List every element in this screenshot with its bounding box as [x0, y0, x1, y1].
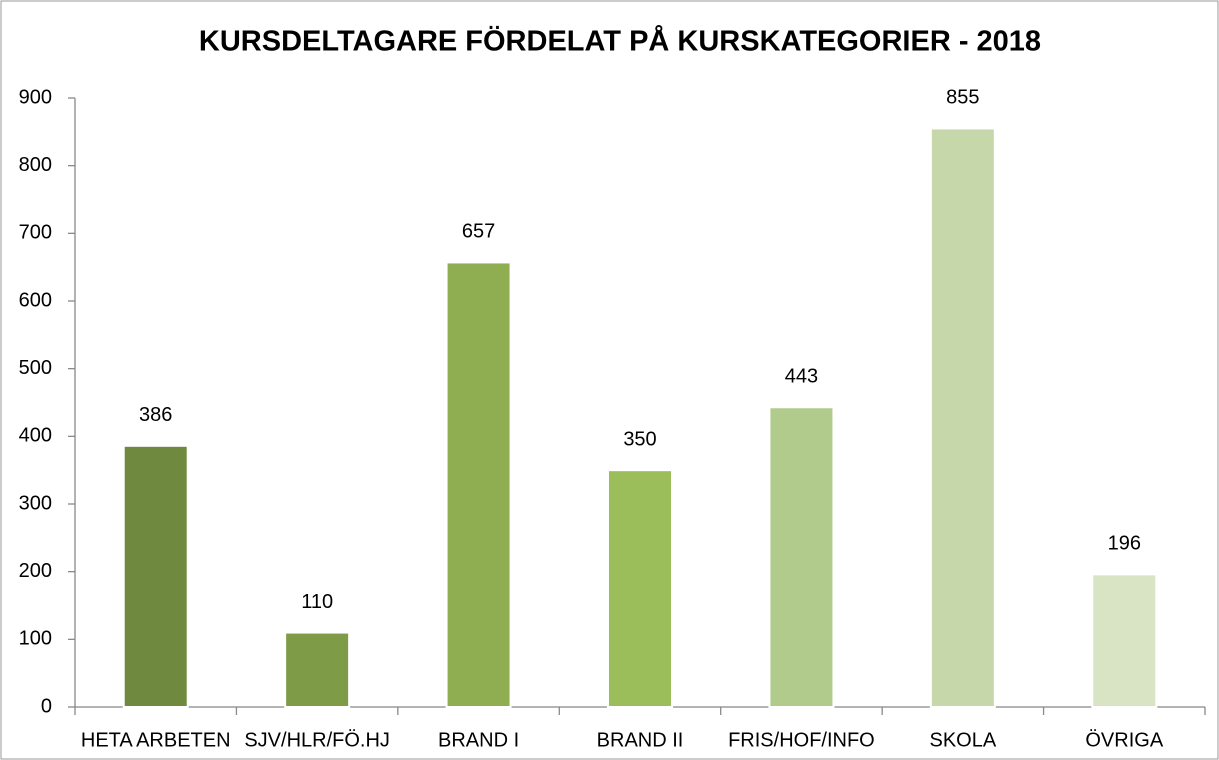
data-label: 196 — [1108, 533, 1141, 555]
data-label: 657 — [462, 221, 495, 243]
y-tick-label: 0 — [41, 695, 52, 717]
data-label: 855 — [946, 87, 979, 109]
y-tick-label: 200 — [19, 560, 52, 582]
data-label: 386 — [139, 404, 172, 426]
x-tick-label: BRAND I — [438, 729, 519, 751]
y-tick-label: 400 — [19, 425, 52, 447]
chart-title: KURSDELTAGARE FÖRDELAT PÅ KURSKATEGORIER… — [199, 25, 1041, 58]
x-tick-label: SJV/HLR/FÖ.HJ — [244, 729, 390, 751]
x-tick-label: BRAND II — [597, 729, 684, 751]
data-label: 350 — [623, 428, 656, 450]
bar — [445, 261, 512, 708]
x-tick-label: ÖVRIGA — [1085, 729, 1163, 751]
y-tick-label: 800 — [19, 154, 52, 176]
y-tick-label: 600 — [19, 289, 52, 311]
bar — [768, 406, 835, 708]
x-tick-label: SKOLA — [930, 729, 997, 751]
y-tick-label: 300 — [19, 492, 52, 514]
bar — [284, 631, 351, 708]
y-tick-label: 700 — [19, 222, 52, 244]
data-label: 110 — [301, 591, 333, 613]
x-tick-label: HETA ARBETEN — [81, 729, 231, 751]
data-label: 443 — [785, 366, 818, 388]
y-tick-label: 900 — [19, 86, 52, 108]
bar — [1091, 573, 1158, 709]
bar — [929, 127, 996, 708]
y-tick-label: 100 — [19, 628, 52, 650]
bar — [607, 469, 673, 708]
bar — [122, 444, 189, 708]
x-tick-label: FRIS/HOF/INFO — [728, 729, 875, 751]
y-tick-label: 500 — [19, 357, 52, 379]
